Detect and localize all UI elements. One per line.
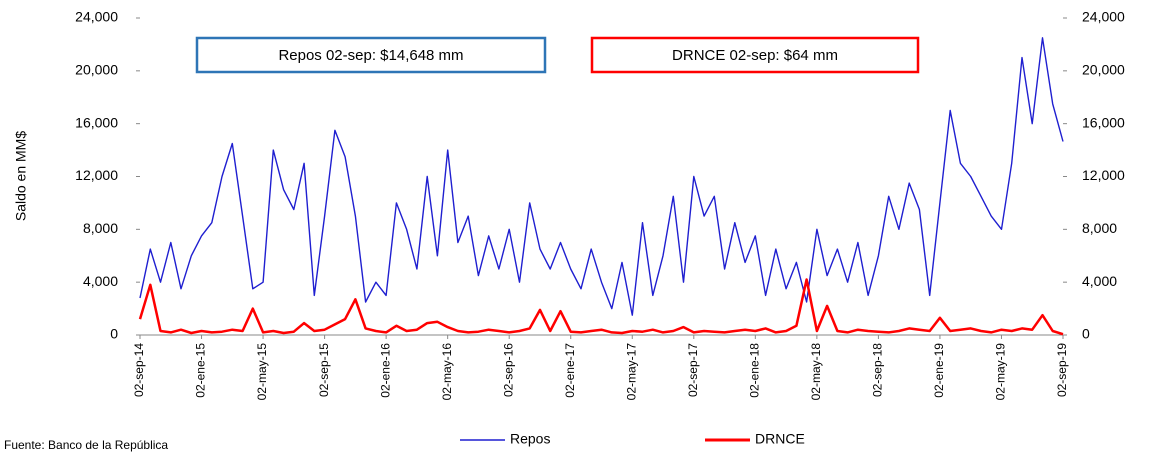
y-tick-label: 24,000 <box>75 9 118 25</box>
x-tick-label: 02-ene-16 <box>378 343 392 398</box>
y2-tick-label: 4,000 <box>1082 273 1117 289</box>
x-tick-label: 02-ene-17 <box>563 343 577 398</box>
y-tick-label: 0 <box>110 326 118 342</box>
x-tick-label: 02-sep-15 <box>317 343 331 397</box>
x-tick-label: 02-ene-19 <box>932 343 946 398</box>
x-tick-label: 02-ene-15 <box>194 343 208 398</box>
annotation: Repos 02-sep: $14,648 mm <box>278 47 463 64</box>
legend-label: DRNCE <box>755 431 805 447</box>
y-tick-label: 8,000 <box>83 220 118 236</box>
legend-label: Repos <box>510 431 550 447</box>
y-tick-label: 4,000 <box>83 273 118 289</box>
y-axis-label: Saldo en MM$ <box>13 131 29 221</box>
y2-tick-label: 8,000 <box>1082 220 1117 236</box>
x-tick-label: 02-sep-17 <box>686 343 700 397</box>
y2-tick-label: 16,000 <box>1082 114 1125 130</box>
x-tick-label: 02-sep-16 <box>501 343 515 397</box>
x-tick-label: 02-sep-14 <box>132 343 146 397</box>
x-tick-label: 02-may-16 <box>440 343 454 401</box>
annotation: DRNCE 02-sep: $64 mm <box>672 47 838 64</box>
annotation-box <box>590 36 920 74</box>
x-tick-label: 02-ene-18 <box>748 343 762 398</box>
y2-tick-label: 0 <box>1082 326 1090 342</box>
x-tick-label: 02-sep-18 <box>871 343 885 397</box>
line-series <box>138 278 1064 336</box>
y2-tick-label: 12,000 <box>1082 167 1125 183</box>
x-tick-label: 02-may-17 <box>624 343 638 401</box>
y-tick-label: 12,000 <box>75 167 118 183</box>
x-tick-label: 02-sep-19 <box>1055 343 1069 397</box>
y2-tick-label: 24,000 <box>1082 9 1125 25</box>
annotation-box <box>195 36 547 74</box>
x-tick-label: 02-may-15 <box>255 343 269 401</box>
line-series <box>139 37 1064 316</box>
y-tick-label: 20,000 <box>75 62 118 78</box>
source: Fuente: Banco de la República <box>4 438 168 452</box>
y2-tick-label: 20,000 <box>1082 62 1125 78</box>
x-tick-label: 02-may-19 <box>994 343 1008 401</box>
x-tick-label: 02-may-18 <box>809 343 823 401</box>
y-tick-label: 16,000 <box>75 114 118 130</box>
